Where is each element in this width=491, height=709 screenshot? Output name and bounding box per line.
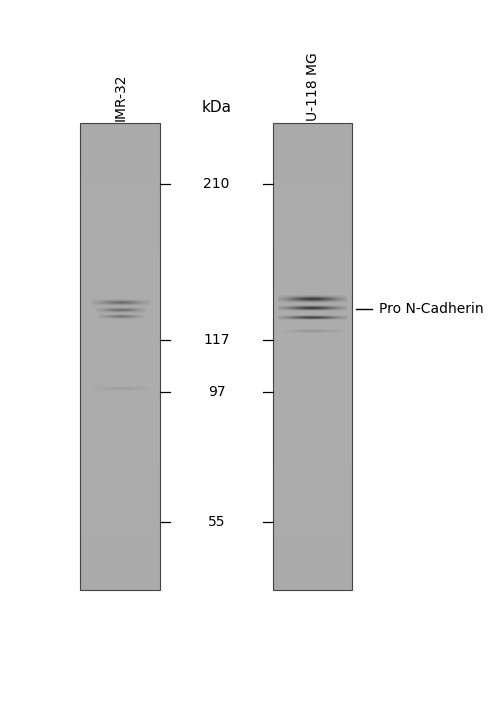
Bar [273,123,353,590]
Text: U-118 MG: U-118 MG [305,52,320,121]
Text: kDa: kDa [201,100,231,115]
Text: 210: 210 [203,177,230,191]
Text: 97: 97 [208,385,225,398]
Bar [81,123,160,590]
Text: Pro N-Cadherin: Pro N-Cadherin [379,301,484,316]
Text: IMR-32: IMR-32 [113,73,127,121]
Text: 117: 117 [203,333,230,347]
Text: 55: 55 [208,515,225,530]
